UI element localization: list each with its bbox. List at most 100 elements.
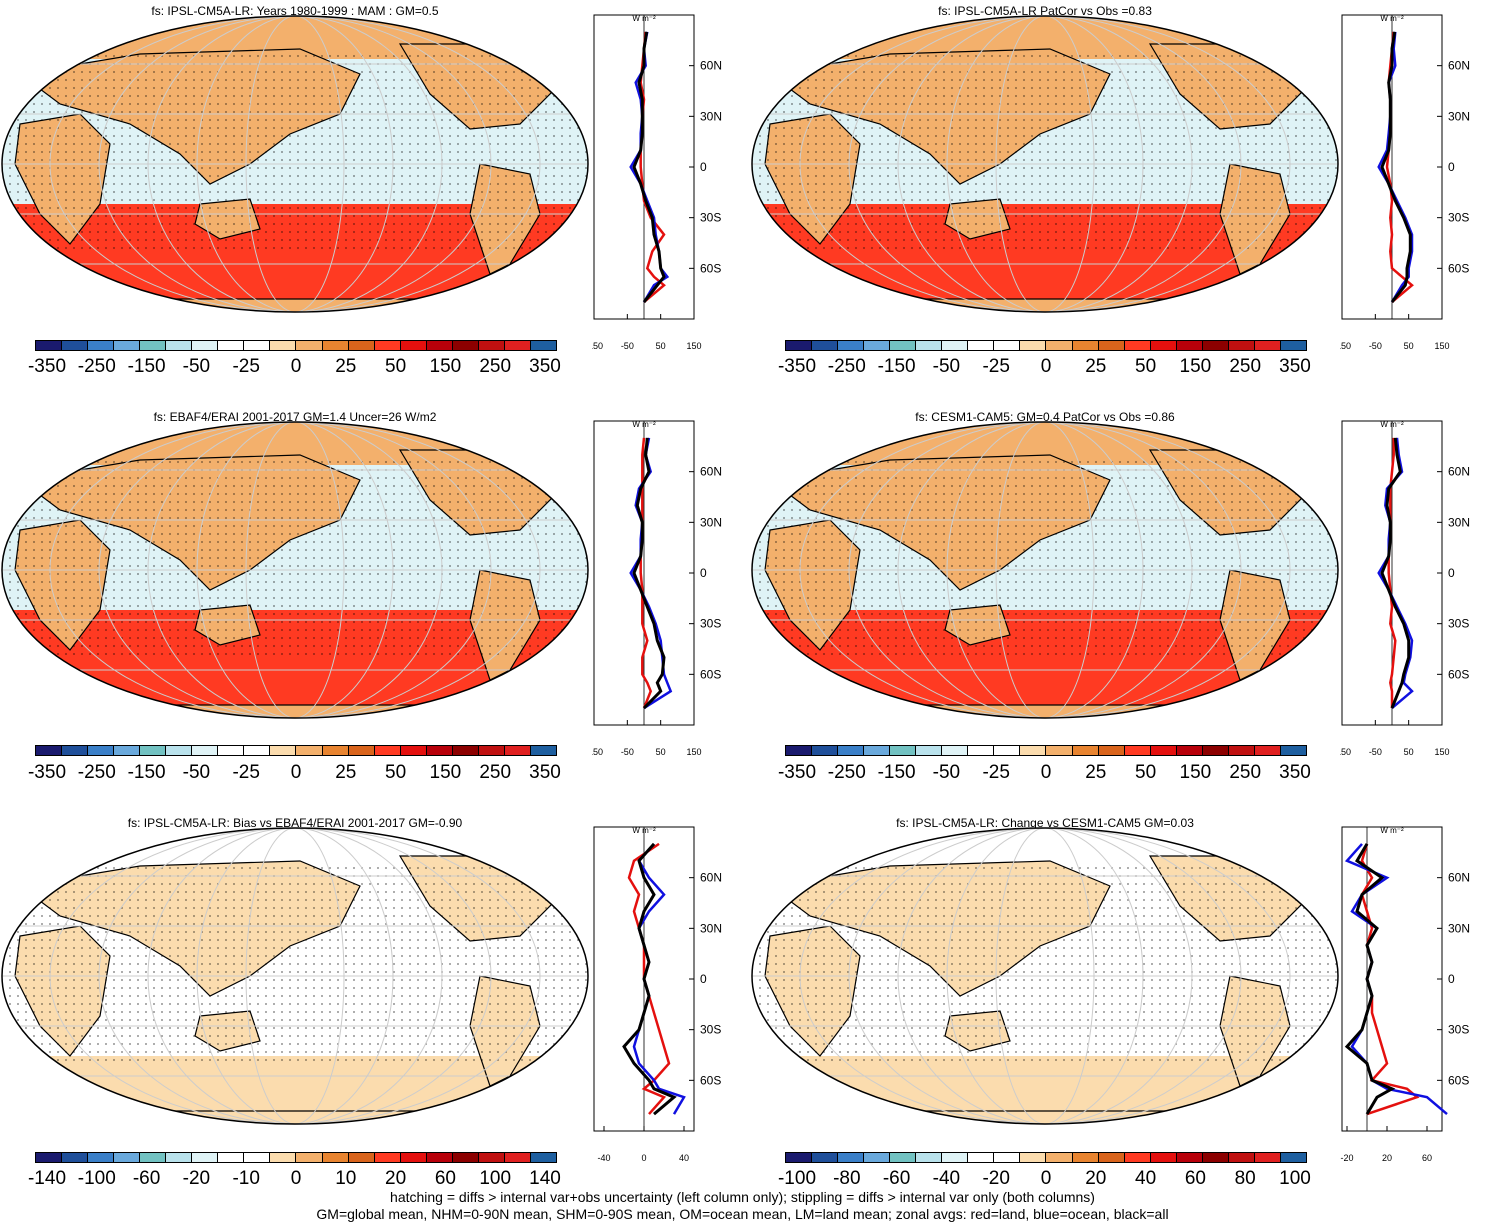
colorbar-label: 250 [479, 356, 512, 377]
colorbar-swatch [1280, 341, 1306, 350]
colorbar-swatch [1280, 1153, 1306, 1162]
map-title: fs: CESM1-CAM5: GM=0.4 PatCor vs Obs =0.… [915, 410, 1175, 424]
zonal-x-label: -150 [592, 747, 603, 757]
colorbar [35, 1152, 557, 1163]
colorbar-swatch [1228, 746, 1255, 755]
lat-label: 0 [700, 972, 707, 986]
graticule-meridian [245, 16, 345, 312]
zonal-series-ocean [629, 437, 673, 710]
colorbar-swatch [968, 746, 995, 755]
lat-label: 30N [1448, 109, 1470, 123]
zonal-mean-plot: W m⁻² 60N 30N 0 30S 60S -20 20 60 [1340, 826, 1470, 1163]
colorbar-swatch [530, 341, 556, 350]
colorbar-swatch [62, 1153, 89, 1162]
colorbar-label: -25 [232, 762, 260, 783]
colorbar-swatch [786, 746, 813, 755]
colorbar-swatch [426, 746, 453, 755]
colorbar-label: 350 [1279, 356, 1311, 377]
graticule-meridian [848, 16, 1242, 312]
lat-label: 60S [700, 261, 721, 275]
colorbar-label: -350 [777, 762, 817, 783]
graticule-meridian [848, 828, 1242, 1124]
graticule-meridian [946, 828, 1144, 1124]
lat-label: 30S [700, 1023, 721, 1037]
graticule-meridian [49, 16, 541, 312]
lat-label: 30N [1448, 921, 1470, 935]
zonal-unit-label: W m⁻² [1380, 14, 1404, 23]
graticule-meridian [196, 828, 394, 1124]
colorbar-swatch [1176, 746, 1203, 755]
colorbar-label: 50 [385, 356, 407, 377]
footer-line-1: hatching = diffs > internal var+obs unce… [390, 1189, 1095, 1205]
colorbar-swatch [426, 1153, 453, 1162]
zonal-x-label: 50 [1404, 341, 1414, 351]
colorbar-swatch [994, 341, 1021, 350]
colorbar-label: 150 [1179, 762, 1212, 783]
colorbar-swatch [192, 746, 219, 755]
zonal-series-all [632, 437, 666, 710]
graticule-meridian [799, 828, 1291, 1124]
colorbar-swatch [140, 1153, 167, 1162]
graticule-meridian [196, 16, 394, 312]
colorbar-swatch [1046, 341, 1073, 350]
lat-label: 0 [1448, 566, 1455, 580]
colorbar-swatch [864, 746, 891, 755]
colorbar-swatch [838, 746, 865, 755]
colorbar-swatch [88, 1153, 115, 1162]
colorbar-swatch [1150, 1153, 1177, 1162]
colorbar-label: -50 [932, 762, 961, 783]
colorbar-swatch [218, 1153, 245, 1162]
colorbar-swatch [36, 1153, 63, 1162]
graticule-meridian [946, 16, 1144, 312]
zonal-x-label: 150 [686, 341, 701, 351]
colorbar-swatch [244, 746, 271, 755]
colorbar-swatch [1124, 746, 1151, 755]
graticule-meridian [897, 16, 1193, 312]
graticule-meridian [897, 422, 1193, 718]
colorbar-swatch [140, 341, 167, 350]
colorbar-swatch [890, 746, 917, 755]
colorbar-label: 150 [1179, 356, 1212, 377]
colorbar-label: -20 [182, 1168, 211, 1189]
lat-label: 60N [1448, 59, 1470, 73]
graticule-meridian [245, 422, 345, 718]
colorbar-swatch [838, 341, 865, 350]
zonal-series-all [1380, 437, 1411, 709]
colorbar-label: 50 [385, 762, 407, 783]
colorbar-swatch [244, 1153, 271, 1162]
colorbar-label: -150 [127, 762, 166, 783]
colorbar-swatch [348, 341, 375, 350]
colorbar-swatch [994, 1153, 1021, 1162]
colorbar-swatch [916, 746, 943, 755]
colorbar-swatch [62, 746, 89, 755]
colorbar-label: -150 [877, 356, 916, 377]
colorbar-label: 20 [1085, 1168, 1107, 1189]
colorbar-swatch [812, 1153, 839, 1162]
map-outline [1, 15, 589, 313]
colorbar-label: 350 [529, 762, 561, 783]
colorbar-swatch [1020, 1153, 1047, 1162]
colorbar-swatch [864, 341, 891, 350]
colorbar-swatch [786, 1153, 813, 1162]
colorbar-label: 100 [479, 1168, 512, 1189]
colorbar-label: -250 [827, 356, 866, 377]
colorbar-label: 250 [1229, 356, 1262, 377]
colorbar-label: -250 [77, 356, 116, 377]
colorbar-label: 100 [1279, 1168, 1311, 1189]
zonal-x-label: 50 [656, 747, 666, 757]
colorbar-swatch [322, 341, 349, 350]
colorbar-labels: -350 -250 -150 -50 -25 0 25 50 150 250 350 [28, 356, 561, 378]
colorbar-label: -10 [232, 1168, 260, 1189]
colorbar-label: -50 [932, 356, 961, 377]
graticule-meridian [196, 422, 394, 718]
colorbar-swatch [1020, 746, 1047, 755]
zonal-mean-plot: W m⁻² 60N 30N 0 30S 60S -40 0 40 [593, 826, 722, 1163]
zonal-x-label: 50 [1404, 747, 1414, 757]
map-outline [1, 827, 589, 1125]
colorbar-label: 10 [335, 1168, 357, 1189]
lat-label: 30N [1448, 515, 1470, 529]
lat-label: 0 [700, 566, 707, 580]
lat-label: 30N [700, 109, 722, 123]
colorbar-swatch [864, 1153, 891, 1162]
colorbar-swatch [968, 341, 995, 350]
